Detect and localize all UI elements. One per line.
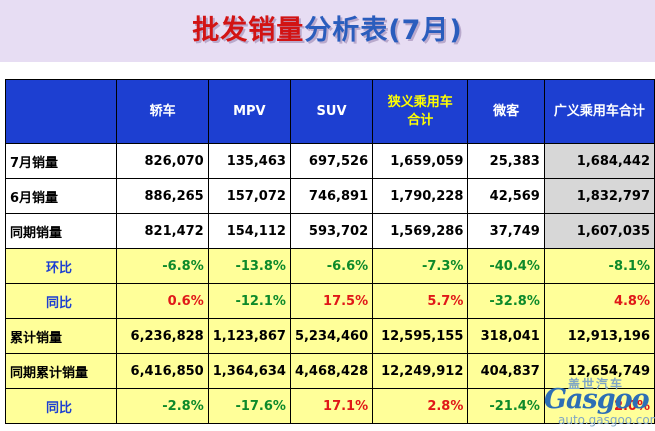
cell-value: 1,659,059: [372, 143, 469, 179]
header-broad-total: 广义乘用车合计: [543, 79, 655, 144]
cell-value: 1,569,286: [372, 213, 469, 249]
cell-value: 5,234,460: [289, 318, 374, 354]
header-minivan: 微客: [467, 79, 545, 144]
cell-value: 6,236,828: [116, 318, 209, 354]
cell-value: 1,790,228: [372, 178, 469, 214]
table-row: 同比 -2.8% -17.6% 17.1% 2.8% -21.4% 2.0%: [4, 388, 655, 424]
gasgoo-watermark: 盖世汽车 Gasgoo auto.gasgoo.com: [538, 373, 655, 431]
header-sedan: 轿车: [116, 79, 209, 144]
header-suv: SUV: [289, 79, 374, 144]
table-header-row: 轿车 MPV SUV 狭义乘用车合计 微客 广义乘用车合计: [4, 79, 655, 144]
header-narrow-total-line2: 合计: [407, 112, 434, 128]
cell-value: 821,472: [116, 213, 209, 249]
cell-value: 37,749: [467, 213, 545, 249]
sales-table: 轿车 MPV SUV 狭义乘用车合计 微客 广义乘用车合计 7月销量 826,0…: [4, 79, 655, 424]
row-label: 7月销量: [4, 143, 118, 179]
cell-value: 593,702: [289, 213, 374, 249]
row-label: 6月销量: [4, 178, 118, 214]
cell-value: 12,654,749: [543, 353, 655, 389]
cell-value: 826,070: [116, 143, 209, 179]
title-part-1: 批发销量: [192, 15, 305, 46]
cell-value: 404,837: [467, 353, 545, 389]
header-blank: [4, 79, 118, 144]
row-label: 同期销量: [4, 213, 118, 249]
cell-value: 746,891: [289, 178, 374, 214]
cell-value: 2.8%: [372, 388, 469, 424]
watermark-logo-text: Gasgoo: [544, 384, 650, 415]
cell-value: 697,526: [289, 143, 374, 179]
cell-value: 157,072: [207, 178, 291, 214]
cell-value: 0.6%: [116, 283, 209, 319]
row-label: 同比: [4, 388, 118, 424]
cell-value: -17.6%: [207, 388, 291, 424]
cell-value: 1,832,797: [543, 178, 655, 214]
cell-value: -6.8%: [116, 248, 209, 284]
table-row: 累计销量 6,236,828 1,123,867 5,234,460 12,59…: [4, 318, 655, 354]
cell-value: 318,041: [467, 318, 545, 354]
cell-value: -32.8%: [467, 283, 545, 319]
row-label: 同比: [4, 283, 118, 319]
cell-value: 25,383: [467, 143, 545, 179]
row-label: 累计销量: [4, 318, 118, 354]
title-part-2: 分析表(7月): [304, 15, 463, 46]
cell-value: -6.6%: [289, 248, 374, 284]
cell-value: 12,249,912: [372, 353, 469, 389]
cell-value: 2.0%: [543, 388, 655, 424]
cell-value: -40.4%: [467, 248, 545, 284]
cell-value: 42,569: [467, 178, 545, 214]
cell-value: -7.3%: [372, 248, 469, 284]
title-band: [0, 0, 655, 62]
table-row: 同期销量 821,472 154,112 593,702 1,569,286 3…: [4, 213, 655, 249]
cell-value: 1,684,442: [543, 143, 655, 179]
table-row: 7月销量 826,070 135,463 697,526 1,659,059 2…: [4, 143, 655, 179]
table-row: 6月销量 886,265 157,072 746,891 1,790,228 4…: [4, 178, 655, 214]
cell-value: -12.1%: [207, 283, 291, 319]
cell-value: 17.5%: [289, 283, 374, 319]
page-title: 批发销量分析表(7月): [0, 8, 655, 47]
cell-value: 1,607,035: [543, 213, 655, 249]
cell-value: -13.8%: [207, 248, 291, 284]
cell-value: 154,112: [207, 213, 291, 249]
cell-value: 6,416,850: [116, 353, 209, 389]
cell-value: 135,463: [207, 143, 291, 179]
cell-value: -2.8%: [116, 388, 209, 424]
cell-value: 1,123,867: [207, 318, 291, 354]
cell-value: 4,468,428: [289, 353, 374, 389]
cell-value: 5.7%: [372, 283, 469, 319]
cell-value: 17.1%: [289, 388, 374, 424]
header-narrow-total-line1: 狭义乘用车: [387, 94, 453, 110]
watermark-top-text: 盖世汽车: [568, 377, 625, 391]
table-row: 环比 -6.8% -13.8% -6.6% -7.3% -40.4% -8.1%: [4, 248, 655, 284]
table-row: 同期累计销量 6,416,850 1,364,634 4,468,428 12,…: [4, 353, 655, 389]
cell-value: -8.1%: [543, 248, 655, 284]
header-narrow-total: 狭义乘用车 合计: [372, 79, 469, 144]
cell-value: -21.4%: [467, 388, 545, 424]
cell-value: 886,265: [116, 178, 209, 214]
cell-value: 4.8%: [543, 283, 655, 319]
header-mpv: MPV: [207, 79, 291, 144]
cell-value: 12,595,155: [372, 318, 469, 354]
cell-value: 12,913,196: [543, 318, 655, 354]
cell-value: 1,364,634: [207, 353, 291, 389]
row-label: 环比: [4, 248, 118, 284]
watermark-url: auto.gasgoo.com: [558, 413, 655, 427]
table-row: 同比 0.6% -12.1% 17.5% 5.7% -32.8% 4.8%: [4, 283, 655, 319]
row-label: 同期累计销量: [4, 353, 118, 389]
